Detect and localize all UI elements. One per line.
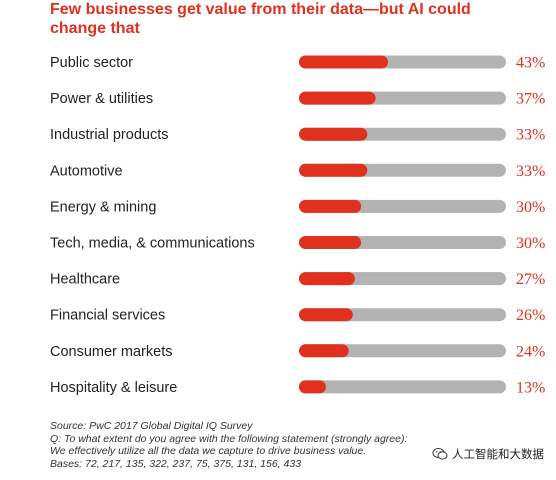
value-label: 24% [516,343,545,360]
value-label: 30% [516,235,545,252]
category-label: Consumer markets [50,344,172,360]
bar-track [299,380,506,394]
bar-chart: Public sector 43% Power & utilities 37% Indu… [50,55,545,397]
bar [299,91,376,105]
category-label: Tech, media, & communications [50,236,255,252]
bar [299,308,353,322]
bar [299,199,362,213]
value-label: 43% [516,55,545,72]
question-line-1: Q: To what extent do you agree with the … [50,432,408,445]
bar [299,127,368,141]
wechat-icon [432,448,448,460]
category-label: Healthcare [50,272,120,288]
chart-footer: Source: PwC 2017 Global Digital IQ Surve… [50,420,550,470]
category-label: Hospitality & leisure [50,380,177,396]
category-label: Financial services [50,308,165,324]
bar [299,55,389,69]
bar [299,163,368,177]
question-line-2: We effectively utilize all the data we c… [50,445,367,457]
watermark: 人工智能和大数据 [428,444,548,464]
bar [299,380,326,394]
value-label: 13% [516,379,545,396]
value-label: 33% [516,163,545,180]
watermark-text: 人工智能和大数据 [452,447,544,461]
value-label: 30% [516,199,545,216]
category-label: Energy & mining [50,199,156,215]
value-label: 26% [516,307,545,324]
category-label: Public sector [50,55,133,71]
category-label: Automotive [50,163,123,179]
category-label: Power & utilities [50,91,153,107]
source-note: Source: PwC 2017 Global Digital IQ Surve… [50,420,253,432]
value-label: 27% [516,271,545,288]
chart-title: Few businesses get value from their data… [50,1,471,37]
bar [299,272,355,286]
bar-track [299,344,506,358]
bar [299,236,362,249]
value-label: 33% [516,127,545,144]
bases-note: Bases: 72, 217, 135, 322, 237, 75, 375, … [50,457,302,470]
value-label: 37% [516,91,545,108]
bar [299,344,349,358]
category-label: Industrial products [50,127,168,143]
